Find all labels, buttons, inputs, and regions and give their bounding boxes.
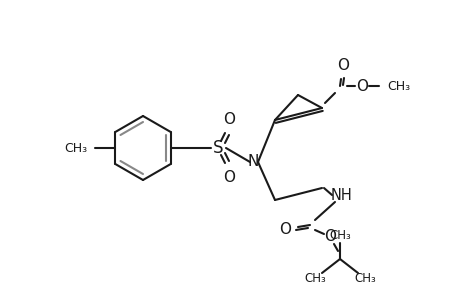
Text: CH₃: CH₃: [353, 272, 375, 286]
Text: CH₃: CH₃: [386, 80, 409, 92]
Text: O: O: [336, 58, 348, 73]
Text: O: O: [223, 112, 235, 127]
Text: CH₃: CH₃: [328, 230, 350, 242]
Text: O: O: [323, 230, 335, 244]
Text: CH₃: CH₃: [64, 142, 87, 154]
Text: CH₃: CH₃: [303, 272, 325, 286]
Text: O: O: [279, 223, 291, 238]
Text: O: O: [223, 169, 235, 184]
Text: O: O: [355, 79, 367, 94]
Text: S: S: [212, 139, 223, 157]
Text: N: N: [247, 154, 258, 169]
Text: NH: NH: [330, 188, 352, 202]
